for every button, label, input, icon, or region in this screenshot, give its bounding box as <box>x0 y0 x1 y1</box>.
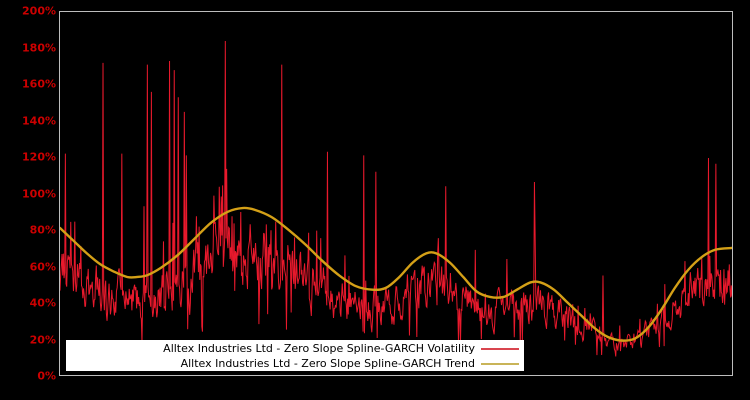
y-axis-tick-label: 40% <box>29 296 56 310</box>
legend-entry-volatility: Alltex Industries Ltd - Zero Slope Splin… <box>67 341 523 356</box>
y-axis-tick-label: 60% <box>29 260 56 273</box>
plot-svg <box>60 41 732 357</box>
y-axis-tick-label: 120% <box>22 150 56 164</box>
y-axis-tick-label: 80% <box>29 223 56 237</box>
y-axis-tick-label: 140% <box>22 114 56 127</box>
legend-swatch-trend <box>481 362 519 365</box>
y-axis-tick-label: 200% <box>22 4 56 18</box>
y-axis-tick-label: 160% <box>22 77 56 91</box>
y-axis-tick-label: 0% <box>37 369 56 383</box>
plot-area <box>59 11 733 376</box>
trend-series-line <box>60 206 732 342</box>
legend-entry-trend: Alltex Industries Ltd - Zero Slope Splin… <box>67 356 523 371</box>
y-axis-tick-label: 20% <box>29 333 56 346</box>
y-axis-tick-labels: 200% 180% 160% 140% 120% 100% 80% 60% 40% 20% 0% <box>0 0 56 400</box>
trend-series-group <box>60 206 732 342</box>
legend-label-volatility: Alltex Industries Ltd - Zero Slope Splin… <box>163 341 475 355</box>
volatility-series-line <box>60 41 732 357</box>
y-axis-tick-label: 180% <box>22 41 56 54</box>
chart-legend: Alltex Industries Ltd - Zero Slope Splin… <box>66 340 524 371</box>
volatility-series-group <box>60 41 732 357</box>
legend-label-trend: Alltex Industries Ltd - Zero Slope Splin… <box>180 356 475 370</box>
y-axis-tick-label: 100% <box>22 187 56 200</box>
legend-swatch-volatility <box>481 347 519 350</box>
